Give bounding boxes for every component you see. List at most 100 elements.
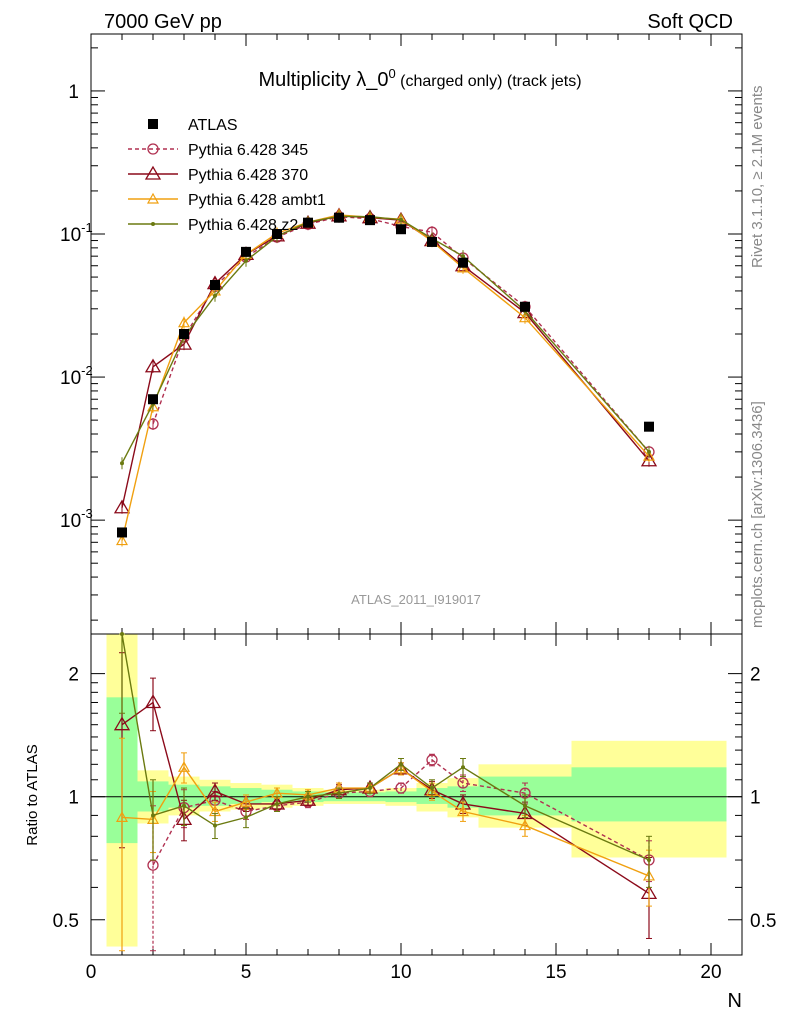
rivet-label: Rivet 3.1.10, ≥ 2.1M events (749, 86, 766, 269)
data-point (427, 236, 437, 247)
ratio-point-3 (213, 823, 217, 828)
y-tick-base: 10 (60, 511, 81, 532)
ratio-tick-label-left: 2 (68, 665, 79, 686)
x-tick-label: 20 (700, 962, 721, 983)
ratio-panel: 0 5 10 15 20 0.5 0.5 1 1 2 2 (53, 633, 776, 983)
ratio-point-3 (461, 765, 465, 770)
x-tick-label: 15 (545, 962, 566, 983)
data-point (241, 246, 251, 257)
header-left: 7000 GeV pp (104, 11, 222, 33)
x-tick-label: 0 (86, 962, 97, 983)
ratio-point-2 (518, 819, 532, 831)
series-line-2 (121, 214, 650, 541)
header-right: Soft QCD (647, 11, 733, 33)
data-point (520, 301, 530, 312)
band-green-13 (571, 767, 727, 822)
series-point-3 (647, 449, 651, 454)
y-tick-base: 10 (60, 225, 81, 246)
series-point-2 (146, 400, 160, 412)
data-points-layer (117, 212, 654, 538)
ratio-tick-label-right: 2 (750, 665, 761, 686)
ratio-point-1 (113, 716, 131, 731)
ratio-point-1 (144, 694, 162, 709)
ratio-tick-label-left: 0.5 (53, 911, 79, 932)
ratio-point-3 (151, 813, 155, 818)
y-tick-exp: -2 (81, 363, 93, 378)
series-point-3 (120, 461, 124, 466)
data-point (334, 212, 344, 223)
ratio-point-1 (206, 783, 224, 798)
main-title: Multiplicity λ_00 (charged only) (track … (258, 66, 581, 91)
main-panel: 10-310-210-11 (60, 33, 743, 635)
ratio-point-2 (456, 805, 470, 817)
ratio-point-3 (399, 762, 403, 767)
legend-label-2: Pythia 6.428 ambt1 (188, 192, 326, 209)
data-point (117, 527, 127, 538)
x-tick-label: 5 (241, 962, 252, 983)
y-tick-base: 1 (68, 82, 79, 103)
y-tick-exp: -1 (81, 220, 93, 235)
data-point (365, 215, 375, 226)
ratio-tick-label-right: 1 (750, 788, 761, 809)
ratio-point-3 (120, 632, 124, 636)
series-point-1 (144, 358, 162, 373)
data-point (210, 280, 220, 291)
ratio-tick-label-right: 0.5 (750, 911, 776, 932)
y-tick-label: 10-3 (60, 506, 93, 532)
title-main: Multiplicity λ_0 (258, 69, 388, 91)
series-point-3 (461, 254, 465, 259)
legend-label-1: Pythia 6.428 370 (188, 167, 308, 184)
series-point-1 (113, 499, 131, 514)
series-point-3 (244, 258, 248, 263)
y-tick-label: 1 (68, 82, 79, 103)
data-point (148, 394, 158, 405)
x-tick-label: 10 (390, 962, 411, 983)
series-line-3 (121, 215, 650, 464)
data-point (179, 329, 189, 339)
ratio-point-2 (394, 762, 408, 774)
series-point-2 (642, 449, 656, 461)
y-tick-label: 10-1 (60, 220, 93, 246)
ratio-point-3 (368, 786, 372, 791)
legend-marker-0 (147, 143, 159, 155)
ratio-tick-label-left: 1 (68, 788, 79, 809)
legend: ATLAS Pythia 6.428 345 Pythia 6.428 370 Pyt… (128, 117, 326, 234)
mcplots-label: mcplots.cern.ch [arXiv:1306.3436] (749, 401, 766, 628)
legend-label-3: Pythia 6.428 z2 (188, 217, 298, 234)
ratio-point-2 (115, 811, 129, 822)
series-point-2 (177, 316, 191, 328)
series-point-2 (115, 534, 129, 546)
main-series-layer (113, 207, 658, 547)
ratio-point-0 (395, 782, 407, 794)
series-point-0 (147, 418, 159, 430)
data-point (396, 224, 406, 235)
title-sub: (charged only) (track jets) (396, 73, 582, 90)
watermark: ATLAS_2011_I919017 (351, 592, 481, 607)
ratio-line-2 (121, 766, 650, 877)
legend-marker-1 (144, 165, 162, 180)
ratio-point-3 (306, 794, 310, 799)
y-tick-base: 10 (60, 368, 81, 389)
ratio-point-3 (275, 801, 279, 806)
series-point-3 (399, 217, 403, 222)
title-sup: 0 (388, 66, 395, 81)
svg-text:Multiplicity λ_00 (charged onl: Multiplicity λ_00 (charged only) (track … (258, 66, 581, 91)
ratio-point-3 (337, 791, 341, 796)
ratio-line-3 (121, 633, 650, 861)
legend-marker-data (148, 119, 158, 129)
ratio-frame (90, 633, 743, 956)
legend-marker-2 (146, 192, 160, 204)
ratio-point-3 (647, 858, 651, 863)
y-tick-label: 10-2 (60, 363, 93, 389)
ratio-y-label: Ratio to ATLAS (24, 744, 41, 845)
ratio-point-3 (182, 803, 186, 808)
ratio-point-0 (426, 754, 438, 766)
legend-label-0: Pythia 6.428 345 (188, 142, 308, 159)
ratio-point-3 (523, 803, 527, 808)
ratio-point-3 (244, 815, 248, 820)
series-line-0 (152, 216, 650, 453)
series-point-2 (518, 311, 532, 323)
legend-marker-3 (151, 222, 155, 226)
x-axis-label: N (728, 990, 742, 1012)
